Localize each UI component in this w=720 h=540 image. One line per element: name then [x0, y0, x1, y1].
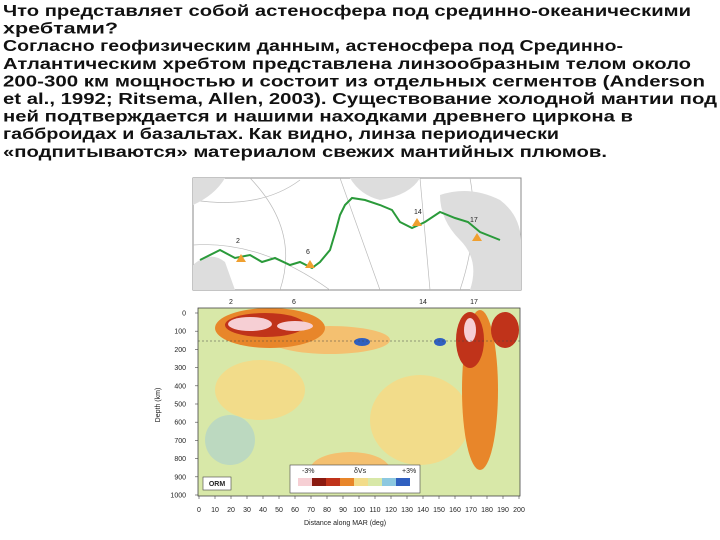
y-tick-label: 400	[174, 383, 186, 390]
y-axis-label: Depth (km)	[155, 388, 162, 423]
x-tick-label: 20	[227, 507, 235, 514]
top-label: 14	[419, 299, 427, 306]
x-tick-label: 140	[417, 507, 429, 514]
y-tick-label: 1000	[170, 493, 186, 500]
text-line: «подпитываются» материалом свежих мантий…	[3, 144, 607, 161]
x-tick-label: 180	[481, 507, 493, 514]
text-line: габброидах и базальтах. Как видно, линза…	[3, 126, 559, 143]
color-scale	[298, 478, 410, 486]
y-tick-label: 600	[174, 420, 186, 427]
x-tick-label: 160	[449, 507, 461, 514]
text-line: Атлантическим хребтом представлена линзо…	[3, 56, 691, 73]
x-tick-label: 190	[497, 507, 509, 514]
x-tick-label: 90	[339, 507, 347, 514]
y-tick-label: 100	[174, 329, 186, 336]
top-label: 6	[292, 299, 296, 306]
y-tick-label: 800	[174, 456, 186, 463]
text-line: Согласно геофизическим данным, астеносфе…	[3, 38, 623, 55]
x-tick-label: 200	[513, 507, 525, 514]
y-tick-label: 700	[174, 438, 186, 445]
x-tick-label: 50	[275, 507, 283, 514]
map-label: 14	[414, 209, 422, 216]
x-tick-label: 120	[385, 507, 397, 514]
text-line: Что представляет собой астеносфера под с…	[3, 3, 691, 20]
legend-max: +3%	[402, 468, 416, 475]
x-tick-label: 170	[465, 507, 477, 514]
y-tick-label: 900	[174, 474, 186, 481]
x-tick-label: 30	[243, 507, 251, 514]
x-tick-label: 70	[307, 507, 315, 514]
tomography-section	[197, 307, 521, 497]
x-axis-label: Distance along MAR (deg)	[304, 520, 386, 527]
map-label: 6	[306, 249, 310, 256]
map-label: 17	[470, 217, 478, 224]
legend-symbol: δVs	[354, 468, 367, 475]
x-tick-label: 130	[401, 507, 413, 514]
y-tick-label: 0	[182, 311, 186, 318]
top-label: 17	[470, 299, 478, 306]
x-tick-label: 10	[211, 507, 219, 514]
text-line: 200-300 км мощностью и состоит из отдель…	[3, 73, 705, 90]
x-tick-label: 40	[259, 507, 267, 514]
model-label: ORM	[209, 481, 226, 488]
anomalies	[205, 308, 519, 488]
x-tick-label: 0	[197, 507, 201, 514]
legend-min: -3%	[302, 468, 314, 475]
text-line: ней подтверждается и нашими находками др…	[3, 109, 633, 126]
x-tick-label: 80	[323, 507, 331, 514]
x-tick-label: 100	[353, 507, 365, 514]
y-tick-label: 300	[174, 365, 186, 372]
text-line: et al., 1992; Ritsema, Allen, 2003). Сущ…	[3, 91, 717, 108]
top-label: 2	[229, 299, 233, 306]
y-tick-label: 500	[174, 402, 186, 409]
y-tick-label: 200	[174, 347, 186, 354]
x-tick-label: 150	[433, 507, 445, 514]
x-tick-label: 110	[369, 507, 380, 514]
map: 2 6 14 17	[192, 177, 522, 291]
map-label: 2	[236, 238, 240, 245]
x-tick-label: 60	[291, 507, 299, 514]
text-line: хребтами?	[3, 21, 118, 38]
